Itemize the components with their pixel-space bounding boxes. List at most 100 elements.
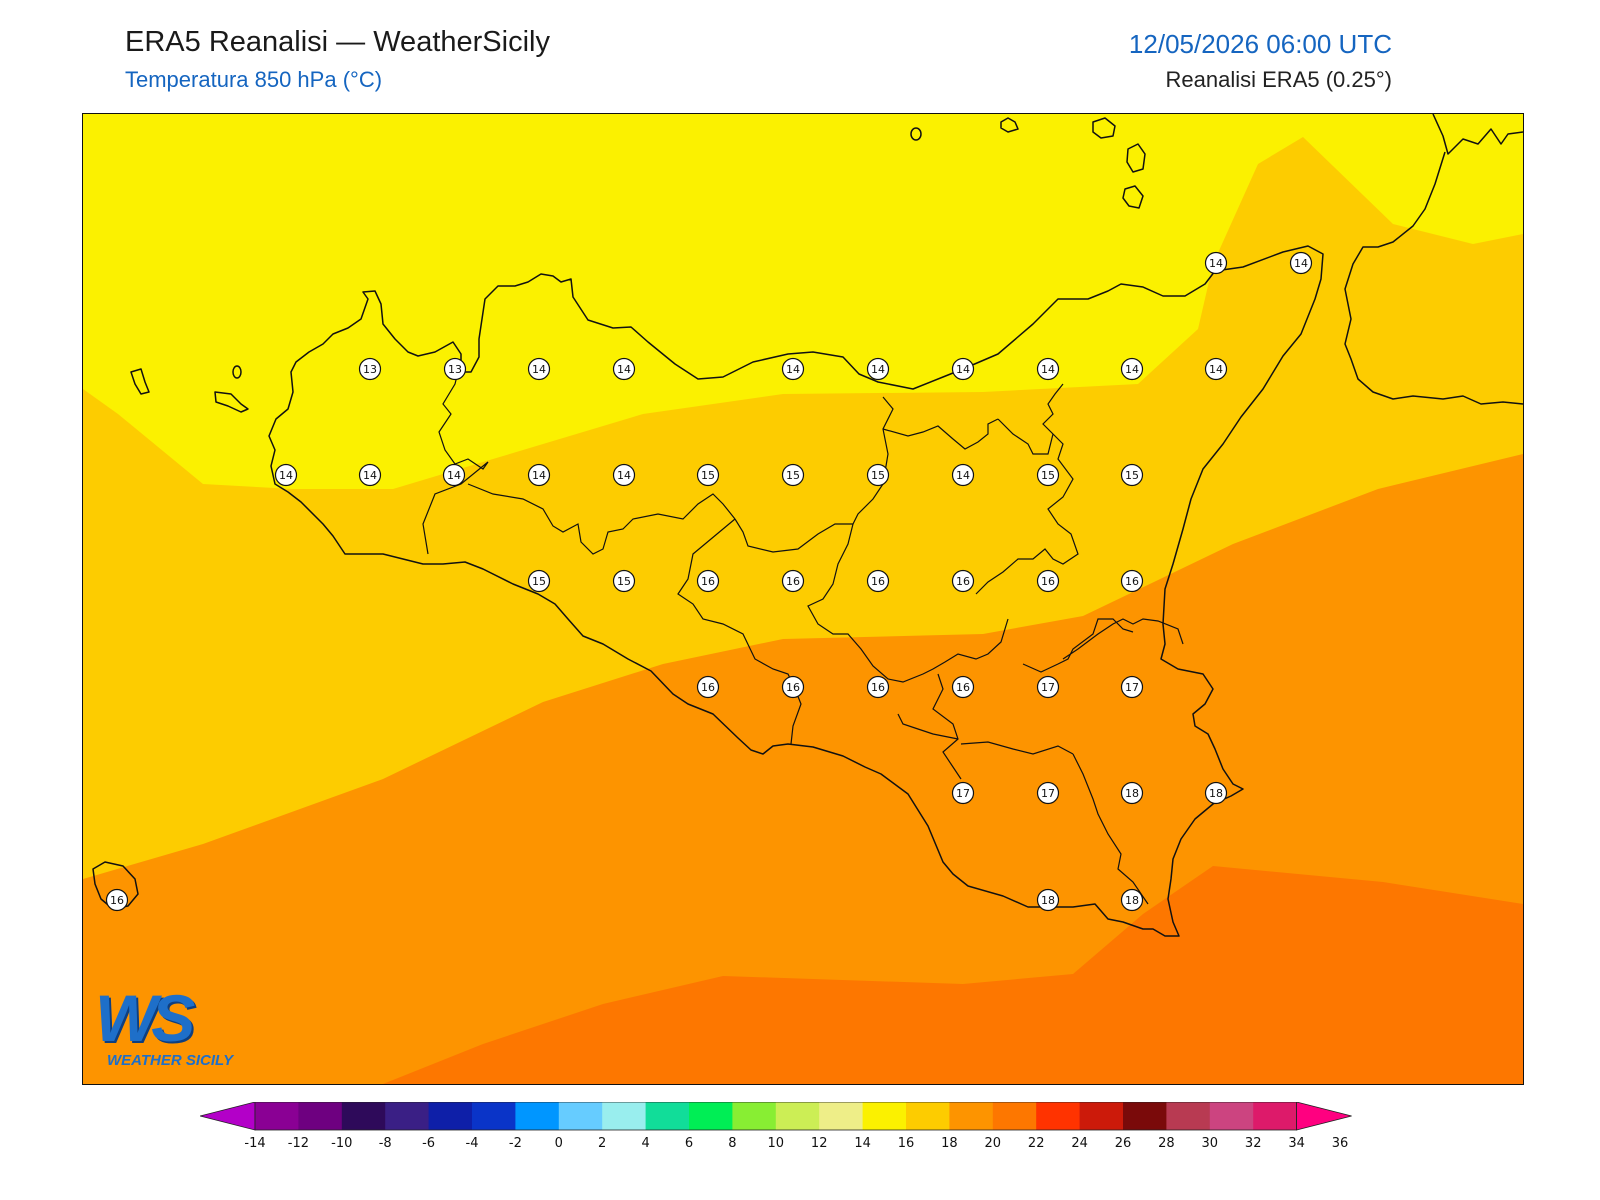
station-marker bbox=[951, 675, 975, 699]
colorbar-tick-label: 6 bbox=[685, 1136, 693, 1151]
colorbar-tick-label: 4 bbox=[641, 1136, 649, 1151]
station-value-label: 14 bbox=[617, 363, 631, 376]
station-marker bbox=[527, 357, 551, 381]
station-value: 16 bbox=[1036, 569, 1060, 593]
temperature-map: 14 14 13 13 14 14 14 14 14 14 14 14 14 14 14 14 14 15 15 15… bbox=[83, 114, 1523, 1084]
station-marker bbox=[696, 675, 720, 699]
colorbar-tick-label: 0 bbox=[555, 1136, 563, 1151]
colorbar-ticks: -14 -12 -10 -8 -6 -4 -2 0 2 4 6 8 10 12 14 16 18 20 22 24 26… bbox=[244, 1136, 1348, 1151]
colorbar-cell bbox=[472, 1102, 516, 1130]
station-value: 14 bbox=[1204, 357, 1228, 381]
station-marker bbox=[696, 463, 720, 487]
station-marker bbox=[612, 463, 636, 487]
station-value: 16 bbox=[781, 675, 805, 699]
station-values: 14 14 13 13 14 14 14 14 14 14 14 14 14 14 14 14 14 15 15 15… bbox=[105, 251, 1313, 912]
colorbar-tick-label: 30 bbox=[1202, 1136, 1219, 1151]
station-value-label: 14 bbox=[447, 469, 461, 482]
salina-island bbox=[1092, 117, 1116, 139]
station-value-label: 16 bbox=[786, 681, 800, 694]
colorbar-cells bbox=[200, 1102, 1352, 1131]
station-value: 14 bbox=[358, 463, 382, 487]
station-marker bbox=[527, 569, 551, 593]
colorbar-tick-label: -14 bbox=[244, 1136, 265, 1151]
weathersicily-logo: WS WEATHER SICILY bbox=[95, 980, 255, 1070]
map-title: ERA5 Reanalisi — WeatherSicily bbox=[125, 26, 550, 58]
colorbar-tick-label: 22 bbox=[1028, 1136, 1045, 1151]
colorbar-tick-label: 2 bbox=[598, 1136, 606, 1151]
colorbar-cell bbox=[298, 1102, 343, 1130]
station-value: 13 bbox=[443, 357, 467, 381]
station-value: 15 bbox=[781, 463, 805, 487]
colorbar-tick-label: 20 bbox=[985, 1136, 1002, 1151]
station-value-label: 15 bbox=[871, 469, 885, 482]
station-marker bbox=[866, 569, 890, 593]
station-value: 14 bbox=[612, 463, 636, 487]
station-value-label: 17 bbox=[1041, 681, 1055, 694]
station-value: 14 bbox=[1289, 251, 1313, 275]
station-marker bbox=[866, 675, 890, 699]
colorbar-cell bbox=[732, 1102, 777, 1130]
station-marker bbox=[1120, 463, 1144, 487]
station-value-label: 14 bbox=[532, 363, 546, 376]
station-marker bbox=[1204, 781, 1228, 805]
station-marker bbox=[274, 463, 298, 487]
station-value-label: 14 bbox=[786, 363, 800, 376]
station-marker bbox=[696, 569, 720, 593]
station-marker bbox=[1204, 251, 1228, 275]
station-marker bbox=[1120, 357, 1144, 381]
station-value-label: 15 bbox=[786, 469, 800, 482]
station-value-label: 15 bbox=[701, 469, 715, 482]
levanzo-island bbox=[232, 365, 242, 379]
station-value: 14 bbox=[1120, 357, 1144, 381]
logo-sun-icon bbox=[203, 988, 243, 1028]
station-value: 16 bbox=[781, 569, 805, 593]
station-value-label: 13 bbox=[363, 363, 377, 376]
colorbar-cell bbox=[1253, 1102, 1298, 1130]
station-value-label: 14 bbox=[956, 363, 970, 376]
colorbar-cell bbox=[558, 1102, 603, 1130]
station-value: 14 bbox=[781, 357, 805, 381]
station-value: 14 bbox=[612, 357, 636, 381]
station-value: 16 bbox=[951, 569, 975, 593]
border-caltanissetta-enna bbox=[807, 523, 1009, 683]
colorbar-cell bbox=[906, 1102, 950, 1130]
station-value: 16 bbox=[105, 888, 129, 912]
station-value-label: 17 bbox=[1041, 787, 1055, 800]
station-marker bbox=[105, 888, 129, 912]
stromboli-island bbox=[910, 127, 922, 141]
colorbar-cell bbox=[1036, 1102, 1081, 1130]
colorbar-cell bbox=[1123, 1102, 1167, 1130]
station-value-label: 14 bbox=[871, 363, 885, 376]
station-marker bbox=[781, 569, 805, 593]
colorbar-cell bbox=[515, 1102, 560, 1130]
station-marker bbox=[781, 675, 805, 699]
station-value-label: 15 bbox=[617, 575, 631, 588]
station-value-label: 15 bbox=[1041, 469, 1055, 482]
station-value-label: 13 bbox=[448, 363, 462, 376]
station-value-label: 16 bbox=[701, 575, 715, 588]
station-value-label: 14 bbox=[1041, 363, 1055, 376]
station-value-label: 16 bbox=[1041, 575, 1055, 588]
station-value: 15 bbox=[696, 463, 720, 487]
colorbar-tick-label: 18 bbox=[941, 1136, 958, 1151]
station-value: 15 bbox=[612, 569, 636, 593]
colorbar-tick-label: 26 bbox=[1115, 1136, 1132, 1151]
colorbar-cell bbox=[992, 1102, 1037, 1130]
station-marker bbox=[1120, 569, 1144, 593]
station-marker bbox=[1036, 888, 1060, 912]
station-marker bbox=[1120, 781, 1144, 805]
station-value-label: 16 bbox=[701, 681, 715, 694]
border-messina-catania bbox=[997, 418, 1054, 455]
data-source: Reanalisi ERA5 (0.25°) bbox=[1165, 67, 1392, 92]
station-marker bbox=[951, 569, 975, 593]
colorbar-cell bbox=[341, 1102, 386, 1130]
station-value: 14 bbox=[527, 463, 551, 487]
station-value: 16 bbox=[696, 675, 720, 699]
border-cl-rg-south bbox=[897, 713, 959, 740]
logo-mark: WS bbox=[95, 981, 195, 1055]
colorbar-cell bbox=[602, 1102, 647, 1130]
colorbar-tick-label: 32 bbox=[1245, 1136, 1262, 1151]
colorbar-tick-label: 10 bbox=[768, 1136, 785, 1151]
colorbar-tick-label: 24 bbox=[1071, 1136, 1088, 1151]
border-catania-ragusa bbox=[1022, 618, 1134, 673]
